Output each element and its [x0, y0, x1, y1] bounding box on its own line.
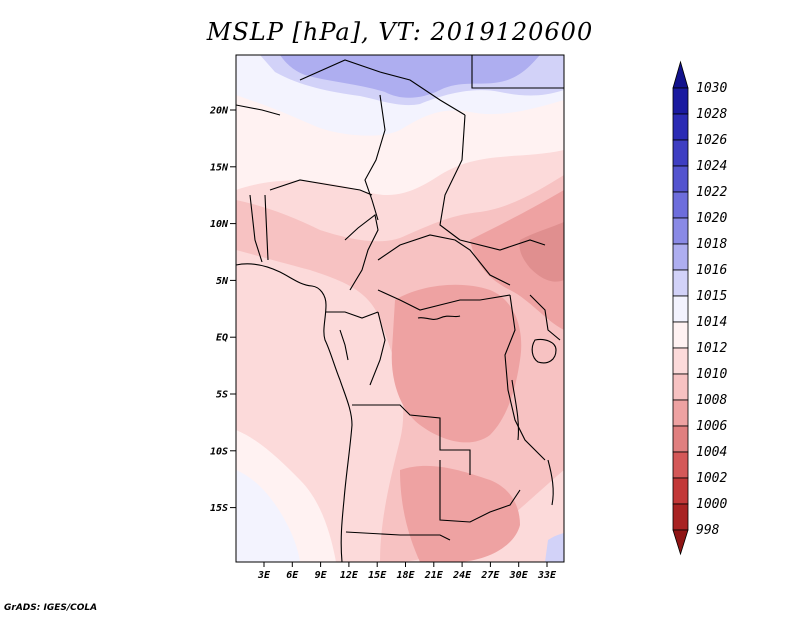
- pressure-field: [236, 55, 564, 562]
- colorbar-swatch: [672, 373, 689, 401]
- lon-tick-label: 30E: [509, 570, 529, 581]
- colorbar-swatch: [672, 503, 689, 531]
- lat-tick-label: 20N: [209, 106, 229, 117]
- border-drc-east: [504, 294, 546, 461]
- lon-tick-label: 6E: [286, 570, 299, 581]
- lon-tick-label: 3E: [257, 570, 271, 581]
- field-dark-east: [519, 222, 564, 282]
- colorbar-swatch: [672, 243, 689, 271]
- lon-tick-label: 15E: [368, 570, 387, 581]
- colorbar-label: 1026: [696, 133, 727, 148]
- colorbar-label: 1004: [696, 445, 727, 460]
- colorbar-label: 1002: [696, 471, 727, 486]
- lat-tick-label: 5S: [216, 390, 228, 401]
- colorbar-swatch: [672, 347, 689, 375]
- colorbar-swatch: [672, 477, 689, 505]
- colorbar-under-arrow: [672, 529, 689, 556]
- border-uganda-kenya: [529, 294, 561, 341]
- colorbar-label: 1010: [696, 367, 727, 382]
- lat-tick-label: 15S: [210, 503, 228, 514]
- border-libya-egypt: [471, 55, 564, 89]
- political-boundaries: [236, 55, 564, 562]
- lat-tick-label: EQ: [216, 333, 228, 344]
- border-mali-niger: [236, 104, 281, 116]
- colorbar-label: 1028: [696, 107, 727, 122]
- colorbar-label: 1022: [696, 185, 727, 200]
- border-cameroon-gabon: [326, 311, 379, 319]
- border-namibia: [345, 531, 451, 541]
- colorbar-swatch: [672, 139, 689, 167]
- colorbar-swatch: [672, 295, 689, 323]
- border-sahara-north: [299, 59, 466, 116]
- field-deep-south: [400, 465, 520, 562]
- lake-malawi: [547, 459, 554, 506]
- colorbar-swatch: [672, 191, 689, 219]
- border-car-north: [377, 234, 511, 286]
- colorbar-swatch: [672, 321, 689, 349]
- field-blue-high: [280, 55, 540, 98]
- lat-tick-label: 10N: [210, 219, 229, 230]
- colorbar-swatch: [672, 399, 689, 427]
- lake-tanganyika: [511, 379, 519, 441]
- colorbar-swatch: [672, 217, 689, 245]
- border-car-south: [377, 289, 511, 311]
- field-blue-southeast: [545, 533, 564, 562]
- lon-tick-label: 21E: [424, 570, 444, 581]
- border-chad-sudan: [439, 114, 466, 241]
- colorbar-over-arrow: [672, 60, 689, 89]
- field-deep-congo: [391, 284, 522, 443]
- border-benin-togo: [249, 194, 269, 263]
- colorbar-swatch: [672, 451, 689, 479]
- colorbar-label: 1020: [696, 211, 727, 226]
- longitude-axis: 3E 6E 9E 12E 15E 18E 21E 24E 27E 30E 33E: [257, 562, 557, 581]
- colorbar-label: 1014: [696, 315, 727, 330]
- colorbar-swatch: [672, 425, 689, 453]
- border-gabon-congo: [339, 329, 349, 361]
- border-nigeria-cameroon: [344, 214, 379, 291]
- field-white-southwest: [236, 470, 300, 562]
- border-niger-chad: [364, 94, 386, 221]
- colorbar-label: 1024: [696, 159, 727, 174]
- field-deep-east: [470, 190, 564, 330]
- lon-tick-label: 12E: [340, 570, 359, 581]
- plot-frame: [235, 54, 565, 563]
- colorbar-swatch: [672, 113, 689, 141]
- lake-victoria: [531, 338, 557, 364]
- border-niger-nigeria: [269, 179, 373, 196]
- colorbar-label: 1006: [696, 419, 727, 434]
- coastline-west: [236, 263, 353, 562]
- colorbar-swatch: [672, 87, 689, 115]
- river-congo: [417, 315, 461, 320]
- lon-tick-label: 27E: [480, 570, 500, 581]
- border-drc-angola: [352, 404, 471, 475]
- colorbar-label: 1030: [696, 81, 727, 96]
- lat-tick-label: 15N: [210, 162, 229, 173]
- border-sudan-south: [459, 239, 546, 251]
- border-angola-zambia: [439, 460, 521, 523]
- colorbar-label: 1016: [696, 263, 727, 278]
- lat-tick-label: 5N: [216, 276, 229, 287]
- latitude-axis: 20N 15N 10N 5N EQ 5S 10S 15S: [209, 106, 236, 514]
- colorbar-swatch: [672, 165, 689, 193]
- lon-tick-label: 33E: [537, 570, 557, 581]
- colorbar-label: 1015: [696, 289, 727, 304]
- colorbar-label: 1000: [696, 497, 727, 512]
- lon-tick-label: 9E: [315, 570, 328, 581]
- colorbar-label: 998: [696, 523, 720, 538]
- colorbar-label: 1018: [696, 237, 727, 252]
- colorbar-label: 1008: [696, 393, 727, 408]
- colorbar-label: 1012: [696, 341, 727, 356]
- colorbar-swatch: [672, 269, 689, 297]
- lat-tick-label: 10S: [210, 446, 228, 457]
- lon-tick-label: 18E: [396, 570, 415, 581]
- grads-credit: GrADS: IGES/COLA: [4, 603, 98, 613]
- map-title: MSLP [hPa], VT: 2019120600: [206, 18, 594, 46]
- colorbar: 1030 1028 1026 1024 1022 1020 1018 1016 1015 1014…: [672, 60, 727, 556]
- lon-tick-label: 24E: [452, 570, 472, 581]
- border-congo-drc: [369, 311, 386, 386]
